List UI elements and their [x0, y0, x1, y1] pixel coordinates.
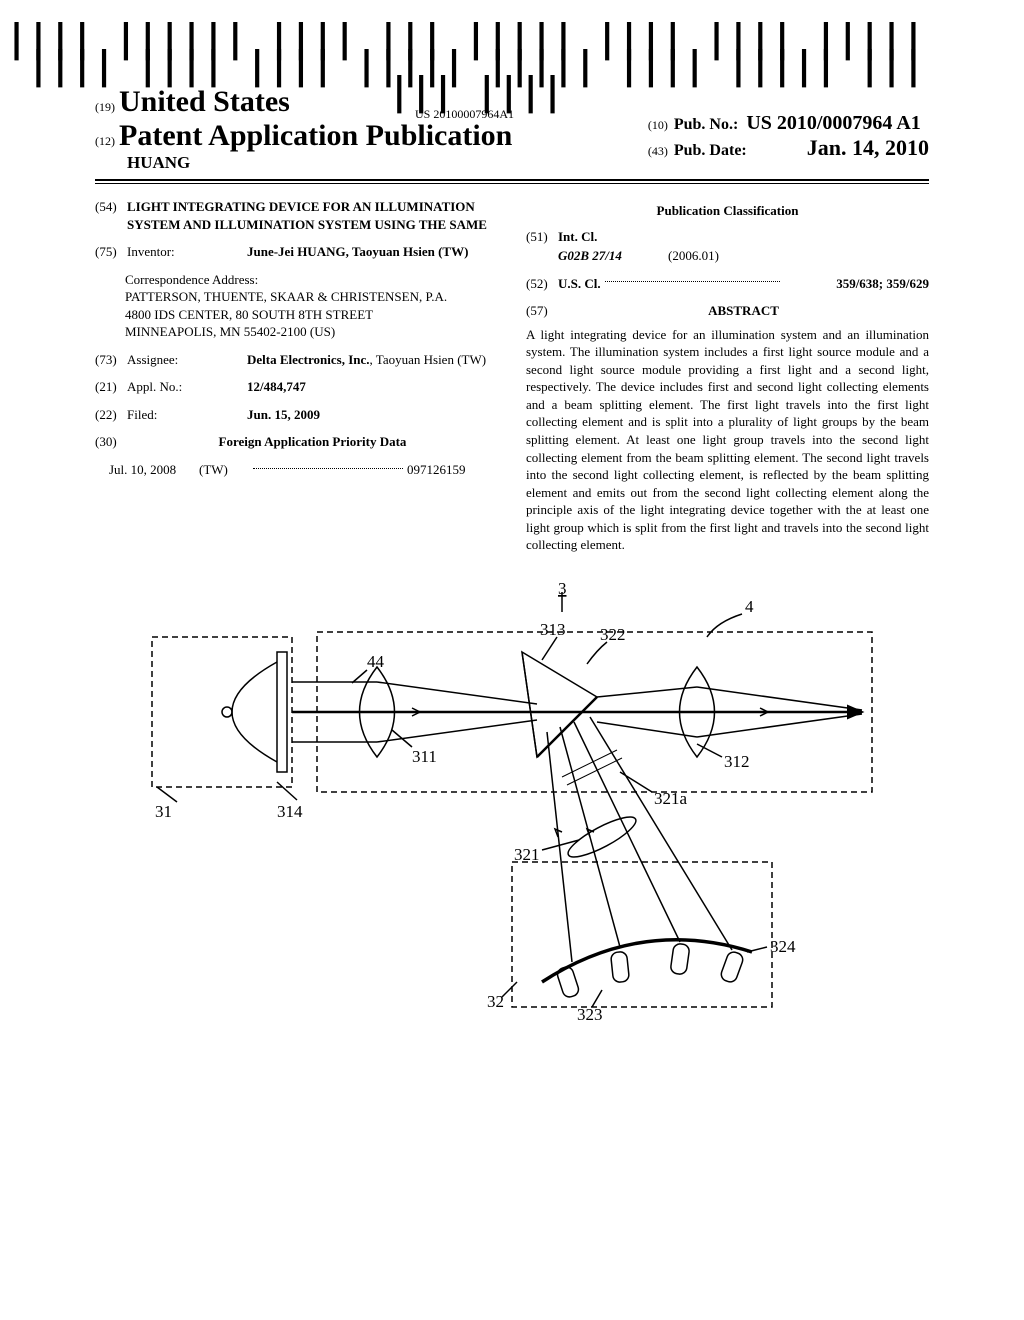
title: LIGHT INTEGRATING DEVICE FOR AN ILLUMINA…	[127, 198, 498, 233]
intcl-label: Int. Cl.	[558, 229, 597, 244]
pub-info: (10) Pub. No.: US 2010/0007964 A1 (43) P…	[648, 112, 929, 161]
foreign-country: (TW)	[199, 461, 249, 479]
label-324: 324	[770, 937, 796, 956]
inid-43: (43)	[648, 144, 668, 159]
inid-75: (75)	[95, 243, 127, 261]
right-column: Publication Classification (51) Int. Cl.…	[526, 198, 929, 554]
label-44: 44	[367, 652, 385, 671]
correspondence: Correspondence Address: PATTERSON, THUEN…	[125, 271, 498, 341]
inid-12: (12)	[95, 134, 115, 148]
label-323: 323	[577, 1005, 603, 1022]
label-312: 312	[724, 752, 750, 771]
foreign-head: Foreign Application Priority Data	[127, 433, 498, 451]
applno: 12/484,747	[247, 379, 306, 394]
inid-10: (10)	[648, 118, 668, 133]
figure: 3 4 31 314 311 44 313 322 312 321a 321 3…	[95, 582, 929, 1022]
abstract-text: A light integrating device for an illumi…	[526, 326, 929, 554]
label-3: 3	[558, 582, 567, 598]
inid-51: (51)	[526, 228, 558, 246]
label-322: 322	[600, 625, 626, 644]
applno-label: Appl. No.:	[127, 378, 247, 396]
inid-54: (54)	[95, 198, 127, 233]
corr-line3: MINNEAPOLIS, MN 55402-2100 (US)	[125, 323, 498, 341]
inventor-name: June-Jei HUANG, Taoyuan Hsien (TW)	[247, 244, 468, 259]
label-32: 32	[487, 992, 504, 1011]
label-31: 31	[155, 802, 172, 821]
assignee-label: Assignee:	[127, 351, 247, 369]
label-314: 314	[277, 802, 303, 821]
inid-30: (30)	[95, 433, 127, 451]
doc-type: Patent Application Publication	[119, 119, 512, 152]
filed: Jun. 15, 2009	[247, 407, 320, 422]
rule-thin	[95, 183, 929, 184]
pubno: US 2010/0007964 A1	[746, 112, 920, 135]
figure-svg: 3 4 31 314 311 44 313 322 312 321a 321 3…	[142, 582, 882, 1022]
dots-icon	[605, 275, 780, 283]
assignee-addr: , Taoyuan Hsien (TW)	[370, 352, 487, 367]
abstract-head: ABSTRACT	[558, 302, 929, 320]
applicant: HUANG	[127, 153, 512, 173]
label-311: 311	[412, 747, 437, 766]
intcl-code: G02B 27/14	[558, 247, 668, 265]
uscl-value: 359/638; 359/629	[836, 276, 929, 291]
filed-label: Filed:	[127, 406, 247, 424]
barcode-graphic: |||| |||||| |||| ||| ||||| |||| |||| |||…	[0, 25, 929, 105]
label-4: 4	[745, 597, 754, 616]
corr-line2: 4800 IDS CENTER, 80 SOUTH 8TH STREET	[125, 306, 498, 324]
foreign-number: 097126159	[407, 461, 466, 479]
label-321a: 321a	[654, 789, 688, 808]
assignee-name: Delta Electronics, Inc.	[247, 352, 370, 367]
pubclass-head: Publication Classification	[526, 202, 929, 220]
pubdate: Jan. 14, 2010	[747, 135, 929, 161]
uscl-label: U.S. Cl.	[558, 276, 601, 291]
inid-57: (57)	[526, 302, 558, 320]
label-321: 321	[514, 845, 540, 864]
inid-22: (22)	[95, 406, 127, 424]
inid-21: (21)	[95, 378, 127, 396]
label-313: 313	[540, 620, 566, 639]
foreign-date: Jul. 10, 2008	[109, 461, 199, 479]
inid-52: (52)	[526, 275, 558, 293]
dots-icon	[253, 461, 403, 469]
intcl-date: (2006.01)	[668, 247, 719, 265]
corr-label: Correspondence Address:	[125, 271, 498, 289]
barcode-block: |||| |||||| |||| ||| ||||| |||| |||| |||…	[0, 25, 929, 122]
biblio: (54) LIGHT INTEGRATING DEVICE FOR AN ILL…	[95, 198, 929, 554]
inid-73: (73)	[95, 351, 127, 369]
pubdate-label: Pub. Date:	[674, 142, 747, 160]
rule-top	[95, 179, 929, 181]
inventor-label: Inventor:	[127, 243, 247, 261]
left-column: (54) LIGHT INTEGRATING DEVICE FOR AN ILL…	[95, 198, 498, 554]
corr-line1: PATTERSON, THUENTE, SKAAR & CHRISTENSEN,…	[125, 288, 498, 306]
pubno-label: Pub. No.:	[674, 116, 738, 134]
